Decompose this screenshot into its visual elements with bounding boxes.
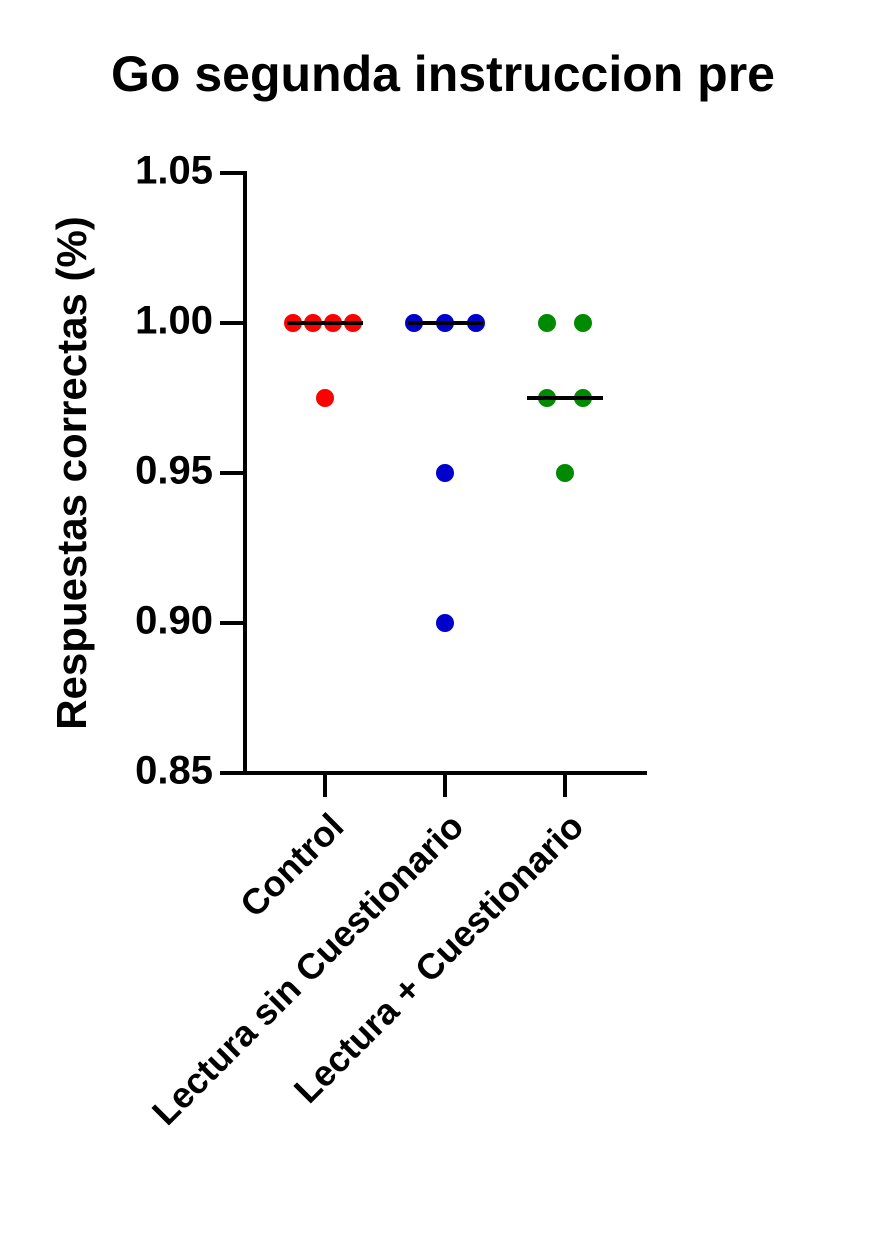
data-point (436, 614, 454, 632)
data-point (574, 314, 592, 332)
y-tick-label: 0.95 (135, 449, 213, 493)
y-tick-label: 0.85 (135, 749, 213, 793)
data-point (316, 389, 334, 407)
data-point (556, 464, 574, 482)
chart-title: Go segunda instruccion pre (111, 46, 775, 102)
x-tick-label: Control (232, 805, 351, 924)
y-tick-label: 1.05 (135, 149, 213, 193)
y-tick-label: 0.90 (135, 599, 213, 643)
data-point (436, 464, 454, 482)
data-point (538, 314, 556, 332)
y-tick-label: 1.00 (135, 299, 213, 343)
y-axis-label: Respuestas correctas (%) (48, 216, 95, 730)
